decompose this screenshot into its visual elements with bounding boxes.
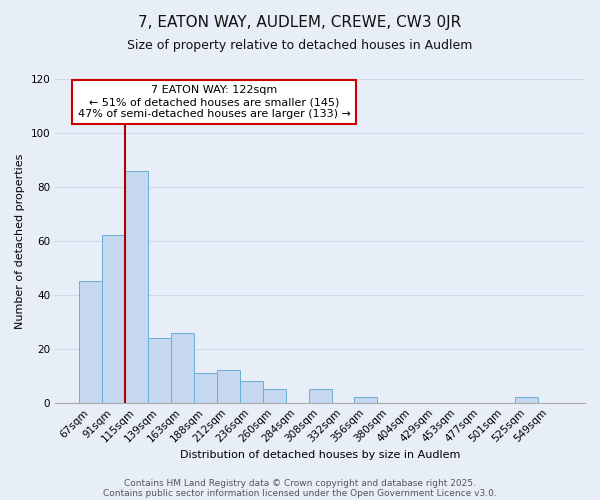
Text: Contains HM Land Registry data © Crown copyright and database right 2025.: Contains HM Land Registry data © Crown c… (124, 478, 476, 488)
Bar (263, 389, 286, 402)
Bar (125, 170, 148, 402)
Bar (194, 373, 217, 402)
Text: 7, EATON WAY, AUDLEM, CREWE, CW3 0JR: 7, EATON WAY, AUDLEM, CREWE, CW3 0JR (139, 15, 461, 30)
Bar (217, 370, 240, 402)
X-axis label: Distribution of detached houses by size in Audlem: Distribution of detached houses by size … (180, 450, 460, 460)
Bar (148, 338, 171, 402)
Bar (79, 282, 102, 403)
Bar (515, 398, 538, 402)
Bar (355, 398, 377, 402)
Bar (102, 236, 125, 402)
Y-axis label: Number of detached properties: Number of detached properties (15, 153, 25, 328)
Text: 7 EATON WAY: 122sqm
← 51% of detached houses are smaller (145)
47% of semi-detac: 7 EATON WAY: 122sqm ← 51% of detached ho… (77, 86, 350, 118)
Bar (308, 389, 332, 402)
Text: Contains public sector information licensed under the Open Government Licence v3: Contains public sector information licen… (103, 488, 497, 498)
Text: Size of property relative to detached houses in Audlem: Size of property relative to detached ho… (127, 39, 473, 52)
Bar (240, 381, 263, 402)
Bar (171, 332, 194, 402)
